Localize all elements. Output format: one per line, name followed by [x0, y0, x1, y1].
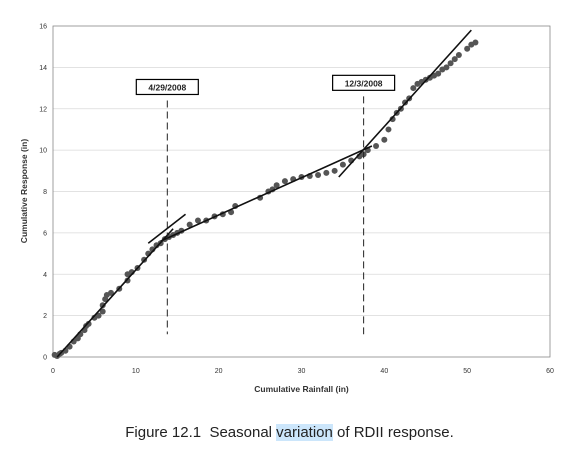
data-point [107, 289, 114, 296]
data-point [451, 56, 458, 63]
trend-line [160, 145, 373, 242]
data-point [273, 182, 280, 189]
data-point [373, 142, 380, 149]
y-axis-tick-labels: 0 2 4 6 8 10 12 14 16 [39, 24, 47, 362]
data-points [51, 39, 479, 359]
data-point [99, 308, 106, 315]
y-tick-label: 8 [43, 189, 47, 196]
x-tick-label: 40 [380, 368, 388, 375]
plot-area-border [52, 25, 551, 358]
data-point [435, 70, 442, 77]
y-axis-title: Cumulative Response (in) [19, 139, 29, 244]
marker-label: 12/3/2008 [345, 78, 383, 88]
data-point [331, 167, 338, 174]
data-point [464, 45, 471, 52]
data-point [381, 136, 388, 143]
data-point [281, 178, 288, 185]
figure-caption: Figure 12.1 Seasonal variation of RDII r… [0, 424, 579, 441]
data-point [389, 116, 396, 123]
data-point [315, 171, 322, 178]
data-point [443, 64, 450, 71]
caption-highlighted-word: variation [276, 424, 333, 441]
data-point [447, 60, 454, 67]
data-point [339, 161, 346, 168]
marker-label-box [332, 74, 396, 91]
trend-line [147, 213, 187, 244]
x-tick-label: 50 [463, 368, 471, 375]
x-tick-label: 20 [215, 368, 223, 375]
marker-label: 4/29/2008 [148, 82, 186, 92]
data-point [410, 85, 417, 92]
y-tick-label: 4 [43, 272, 47, 279]
date-markers: 4/29/2008 12/3/2008 [135, 74, 396, 335]
x-tick-label: 30 [298, 368, 306, 375]
data-point [95, 312, 102, 319]
caption-suffix: of RDII response. [332, 424, 454, 441]
y-tick-label: 14 [39, 65, 47, 72]
x-tick-label: 60 [546, 368, 554, 375]
y-tick-label: 10 [39, 148, 47, 155]
y-tick-label: 16 [39, 24, 47, 31]
x-axis-tick-labels: 0 10 20 30 40 50 60 [51, 368, 554, 375]
caption-prefix: Figure 12.1 Seasonal [125, 424, 277, 441]
gridlines [53, 66, 550, 317]
y-tick-label: 6 [43, 230, 47, 237]
trend-line [338, 29, 472, 178]
data-point [85, 320, 92, 327]
y-tick-label: 2 [43, 313, 47, 320]
x-axis-title: Cumulative Rainfall (in) [254, 384, 349, 394]
trend-lines [56, 29, 472, 358]
data-point [323, 169, 330, 176]
data-point [194, 217, 201, 224]
x-tick-label: 0 [51, 368, 55, 375]
data-point [186, 221, 193, 228]
y-tick-label: 0 [43, 355, 47, 362]
y-tick-label: 12 [39, 106, 47, 113]
data-point [472, 39, 479, 46]
trend-line [56, 228, 174, 358]
marker-label-box [135, 78, 199, 96]
data-point [455, 51, 462, 58]
x-tick-label: 10 [132, 368, 140, 375]
data-point [385, 126, 392, 133]
